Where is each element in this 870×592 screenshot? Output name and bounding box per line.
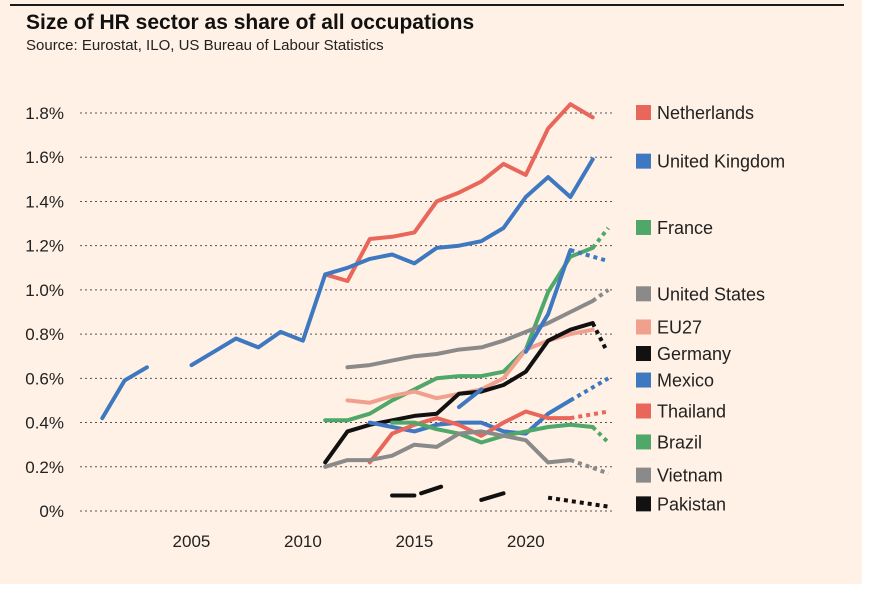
series-line-united-kingdom — [100, 365, 149, 421]
y-tick-label: 1.2% — [25, 237, 64, 256]
y-tick-label: 0.6% — [25, 369, 64, 388]
y-tick-label: 1.0% — [25, 281, 64, 300]
y-axis-ticks: 0% 0.2% 0.4% 0.6% 0.8% 1.0% 1.2% 1.4% 1.6% 1.8% — [25, 104, 64, 521]
series-line-brazil — [591, 425, 610, 444]
legend-swatch-united-states — [636, 286, 651, 302]
legend-swatch-vietnam — [636, 467, 651, 483]
top-rule — [10, 4, 844, 6]
series-line-mexico — [569, 248, 609, 264]
series-line-mexico — [457, 387, 484, 410]
series-line-germany — [323, 321, 595, 465]
x-tick-label: 2020 — [507, 532, 545, 551]
series-line-netherlands — [323, 102, 595, 283]
series-line-pakistan — [547, 495, 609, 509]
y-tick-label: 0.2% — [25, 458, 64, 477]
series-line-thailand — [570, 409, 609, 421]
x-tick-label: 2005 — [173, 532, 211, 551]
y-tick-label: 1.4% — [25, 192, 64, 211]
series-line-pakistan — [479, 491, 506, 502]
legend-label-united-kingdom: United Kingdom — [657, 152, 785, 172]
chart-title: Size of HR sector as share of all occupa… — [26, 11, 475, 34]
series-line-united-kingdom — [189, 157, 595, 368]
legend-swatch-brazil — [636, 434, 651, 450]
series-line-united-states — [591, 288, 610, 303]
legend-label-united-states: United States — [657, 284, 765, 304]
series-line-thailand — [367, 409, 573, 465]
y-tick-label: 0.4% — [25, 414, 64, 433]
series-line-mexico — [569, 376, 610, 403]
x-axis-ticks: 2005 2010 2015 2020 — [173, 532, 545, 551]
legend-label-brazil: Brazil — [657, 432, 702, 452]
legend-swatch-thailand — [636, 403, 651, 419]
legend-swatch-pakistan — [636, 496, 651, 512]
series-line-mexico — [523, 248, 573, 354]
series-line-vietnam — [323, 429, 573, 469]
y-tick-label: 1.8% — [25, 104, 64, 123]
legend-label-pakistan: Pakistan — [657, 494, 726, 514]
series-line-united-states — [345, 298, 595, 370]
legend: Netherlands United Kingdom France United St… — [636, 103, 785, 514]
x-tick-label: 2015 — [395, 532, 433, 551]
legend-swatch-mexico — [636, 372, 651, 388]
legend-swatch-france — [636, 219, 651, 235]
series-line-france — [591, 226, 610, 250]
y-tick-label: 0.8% — [25, 325, 64, 344]
legend-swatch-germany — [636, 346, 651, 362]
legend-label-france: France — [657, 218, 713, 238]
chart-source: Source: Eurostat, ILO, US Bureau of Labo… — [26, 37, 384, 54]
series-lines — [100, 102, 610, 509]
series-line-germany — [590, 322, 608, 351]
legend-label-eu27: EU27 — [657, 317, 702, 337]
series-line-pakistan — [419, 484, 444, 496]
legend-label-vietnam: Vietnam — [657, 466, 723, 486]
legend-label-mexico: Mexico — [657, 371, 714, 391]
series-line-brazil — [390, 420, 595, 445]
chart-card: Size of HR sector as share of all occupa… — [0, 0, 862, 584]
legend-label-germany: Germany — [657, 344, 731, 364]
legend-swatch-united-kingdom — [636, 153, 651, 169]
x-tick-label: 2010 — [284, 532, 322, 551]
series-line-vietnam — [569, 458, 609, 476]
legend-label-netherlands: Netherlands — [657, 103, 754, 123]
legend-swatch-netherlands — [636, 105, 651, 120]
gridlines — [80, 112, 615, 512]
y-tick-label: 0% — [39, 502, 64, 521]
legend-swatch-eu27 — [636, 319, 651, 335]
legend-label-thailand: Thailand — [657, 402, 726, 422]
y-tick-label: 1.6% — [25, 148, 64, 167]
series-line-france — [323, 245, 595, 423]
